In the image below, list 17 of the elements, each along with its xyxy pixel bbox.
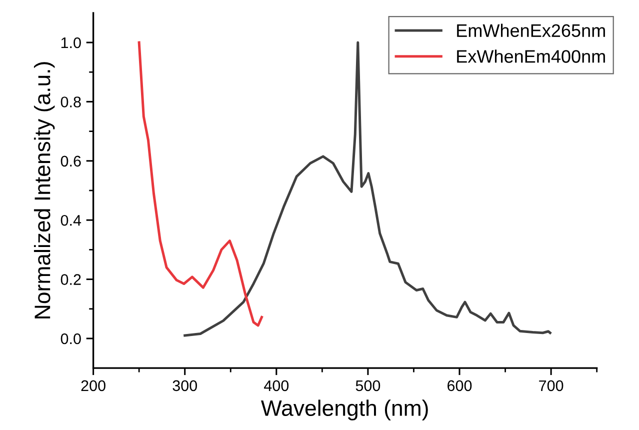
y-tick-label: 1.0 bbox=[61, 37, 81, 48]
x-tick-label: 500 bbox=[356, 380, 380, 392]
line-series bbox=[138, 41, 263, 327]
x-tick-label: 200 bbox=[81, 380, 106, 392]
y-tick-label: 0.4 bbox=[60, 214, 82, 226]
y-axis-title: Normalized Intensity (a.u.) bbox=[34, 62, 55, 318]
x-tick-label: 400 bbox=[264, 380, 289, 392]
legend-label: EmWhenEx265nm bbox=[457, 24, 605, 37]
y-tick-label: 0.0 bbox=[60, 333, 81, 344]
x-tick-label: 600 bbox=[448, 380, 472, 392]
y-tick-label: 0.8 bbox=[60, 96, 81, 108]
y-tick-label: 0.6 bbox=[60, 156, 81, 167]
x-tick-label: 700 bbox=[539, 380, 564, 392]
legend-label: ExWhenEm400nm bbox=[457, 50, 605, 63]
x-tick-label: 300 bbox=[172, 380, 197, 392]
x-axis-title: Wavelength (nm) bbox=[260, 400, 428, 420]
y-tick-label: 0.2 bbox=[60, 274, 81, 285]
